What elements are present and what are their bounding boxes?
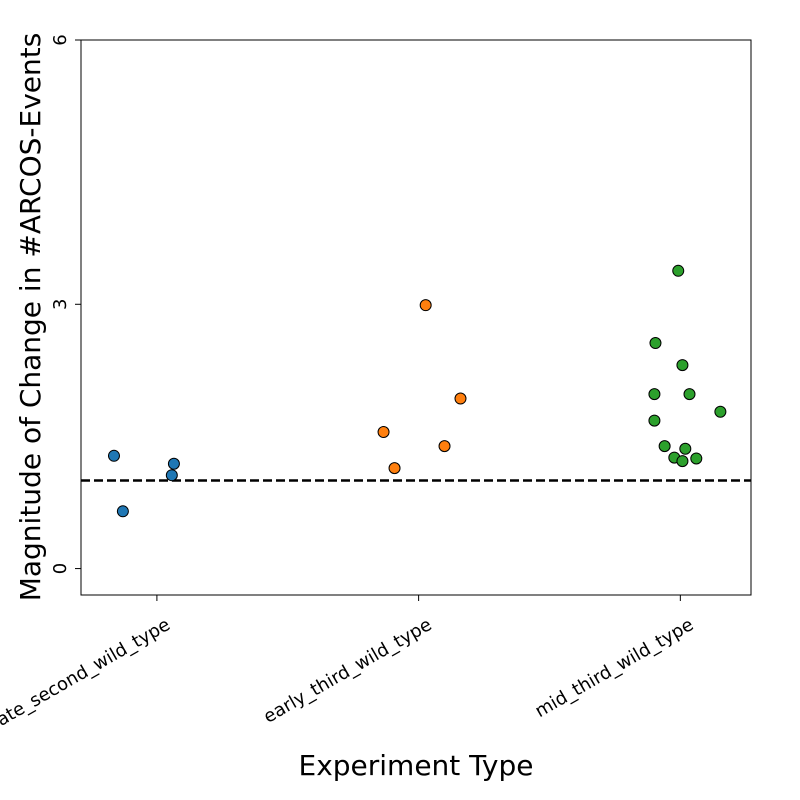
- point: [679, 442, 692, 455]
- point: [116, 505, 129, 518]
- point: [658, 440, 671, 453]
- point: [648, 388, 661, 401]
- point: [167, 457, 180, 470]
- y-tick-label: 0: [50, 563, 71, 574]
- point: [676, 359, 689, 372]
- point: [454, 392, 467, 405]
- y-tick-label: 3: [50, 299, 71, 310]
- point: [672, 264, 685, 277]
- point: [648, 414, 661, 427]
- y-tick-label: 6: [50, 34, 71, 45]
- point: [676, 455, 689, 468]
- x-tick-label: late_second_wild_type: [0, 614, 174, 733]
- point: [388, 462, 401, 475]
- x-axis-label: Experiment Type: [299, 749, 534, 782]
- x-tick-label: mid_third_wild_type: [531, 614, 697, 722]
- x-tick-label: early_third_wild_type: [260, 614, 435, 727]
- point: [377, 426, 390, 439]
- point: [419, 299, 432, 312]
- point: [165, 469, 178, 482]
- point: [683, 388, 696, 401]
- point: [690, 452, 703, 465]
- point: [107, 449, 120, 462]
- point: [438, 440, 451, 453]
- point: [714, 405, 727, 418]
- plot-frame: [80, 39, 752, 596]
- point: [649, 337, 662, 350]
- y-axis-label: Magnitude of Change in #ARCOS-Events: [14, 33, 47, 602]
